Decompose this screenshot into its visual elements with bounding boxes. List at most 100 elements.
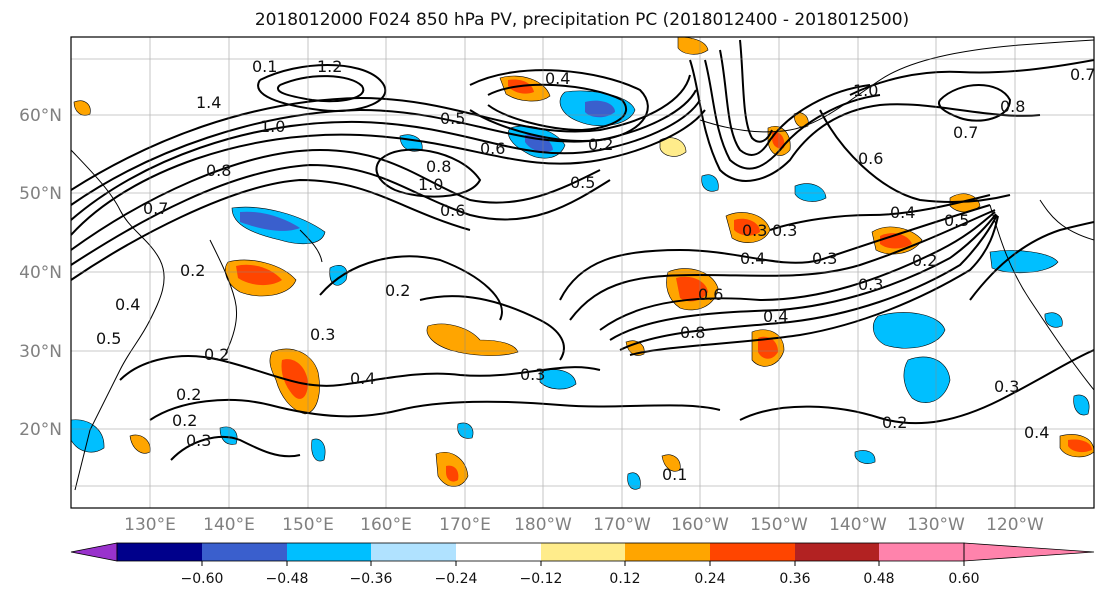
contour-label: 0.6 [858,149,883,168]
colorbar-segment [625,543,710,561]
contour-label: 0.2 [882,413,907,432]
precip-patch-positive [659,137,687,157]
lon-label: 160°E [360,515,412,535]
colorbar-extend-right [963,542,1095,562]
precip-patch-negative [71,419,105,453]
contour-label: 0.5 [570,173,595,192]
precip-patch-negative [627,472,641,490]
colorbar-tick-label: 0.24 [694,571,725,587]
contour-label: 0.4 [115,295,140,314]
contour-label: 0.3 [520,365,545,384]
contour-label: 0.4 [763,307,788,326]
lat-label: 60°N [19,106,62,126]
colorbar-tick-label: −0.48 [266,571,309,587]
precip-patch-negative [701,174,719,192]
latitude-labels: 60°N 50°N 40°N 30°N 20°N [19,106,62,440]
precip-patch-strong-positive [1068,439,1092,453]
contour-label: 1.0 [418,175,443,194]
lon-label: 130°E [124,515,176,535]
lat-label: 30°N [19,342,62,362]
precip-patch-negative [872,312,946,349]
contour-label: 0.3 [742,221,767,240]
contour-label: 0.2 [912,251,937,270]
contour-label: 0.5 [944,211,969,230]
contour-label: 0.4 [545,69,570,88]
colorbar: −0.60 −0.48 −0.36 −0.24 −0.12 0.12 0.24 … [70,542,1095,587]
contour-label: 0.3 [772,221,797,240]
contour-label: 0.2 [172,411,197,430]
colorbar-segment [795,543,879,561]
precip-patch-negative [311,438,326,462]
precip-patch-positive [793,112,809,128]
coastlines [71,39,1094,491]
contour-label: 0.2 [588,135,613,154]
contour-label: 1.4 [196,93,221,112]
map-panel: 1.2 1.4 1.0 0.8 0.6 0.5 0.4 0.3 0.2 0.7 … [70,36,1095,509]
colorbar-segment [287,543,371,561]
pv-contours [71,39,1094,461]
contour-label: 0.4 [1024,423,1049,442]
contour-label: 0.3 [994,377,1019,396]
contour-labels: 1.2 1.4 1.0 0.8 0.6 0.5 0.4 0.3 0.2 0.7 … [96,57,1095,484]
contour-label: 0.8 [680,323,705,342]
precip-patch-positive [661,454,681,472]
precip-patch-strong-positive [734,218,760,236]
contour-label: 1.0 [853,81,878,100]
colorbar-tick-label: 0.36 [779,571,810,587]
contour-label: 0.5 [96,329,121,348]
colorbar-segment [456,543,541,561]
precip-patch-strong-positive [236,264,282,286]
colorbar-segment [541,543,625,561]
precip-patch-negative [794,183,827,202]
contour-label: 0.3 [858,275,883,294]
colorbar-segment [710,543,795,561]
lon-label: 150°W [750,515,808,535]
contour-label: 0.7 [1070,65,1095,84]
colorbar-tick-label: −0.24 [435,571,478,587]
precip-patch-strong-positive [772,131,785,149]
precip-patch-positive [677,37,709,55]
lon-label: 160°W [671,515,729,535]
contour-label: 0.2 [176,385,201,404]
lon-label: 120°W [986,515,1044,535]
contour-label: 1.0 [260,117,285,136]
colorbar-segment [117,543,202,561]
lon-label: 170°E [439,515,491,535]
precip-patch-strong-positive [758,336,778,359]
contour-label: 0.4 [890,203,915,222]
contour-label: 0.6 [480,139,505,158]
contour-label: 1.2 [317,57,342,76]
lon-label: 140°E [203,515,255,535]
colorbar-tick-label: 0.60 [948,571,979,587]
colorbar-tick-label: −0.12 [520,571,563,587]
colorbar-tick-label: 0.12 [609,571,640,587]
contour-label: 0.4 [350,369,375,388]
lon-label: 170°W [593,515,651,535]
contour-label: 0.2 [204,345,229,364]
contour-label: 0.8 [206,161,231,180]
precip-patch-positive [73,100,91,116]
contour-label: 0.1 [662,465,687,484]
colorbar-segment [371,543,456,561]
contour-label: 0.6 [440,201,465,220]
precip-patch-strong-positive [281,359,308,399]
contour-label: 0.5 [440,109,465,128]
lat-label: 20°N [19,420,62,440]
lat-label: 50°N [19,184,62,204]
contour-label: 0.1 [252,57,277,76]
precip-patch-strong-negative [585,100,615,118]
precip-patch-negative [539,369,577,390]
lon-label: 140°W [829,515,887,535]
colorbar-tick-label: 0.48 [863,571,894,587]
precip-patch-strong-positive [446,465,459,482]
colorbar-segment [879,543,964,561]
contour-label: 0.6 [698,285,723,304]
precip-patch-positive [426,323,519,356]
contour-label: 0.8 [1000,97,1025,116]
colorbar-extend-left [70,542,118,562]
colorbar-tick-label: −0.60 [181,571,224,587]
lon-label: 150°E [282,515,334,535]
lon-label: 130°W [907,515,965,535]
contour-label: 0.3 [812,249,837,268]
